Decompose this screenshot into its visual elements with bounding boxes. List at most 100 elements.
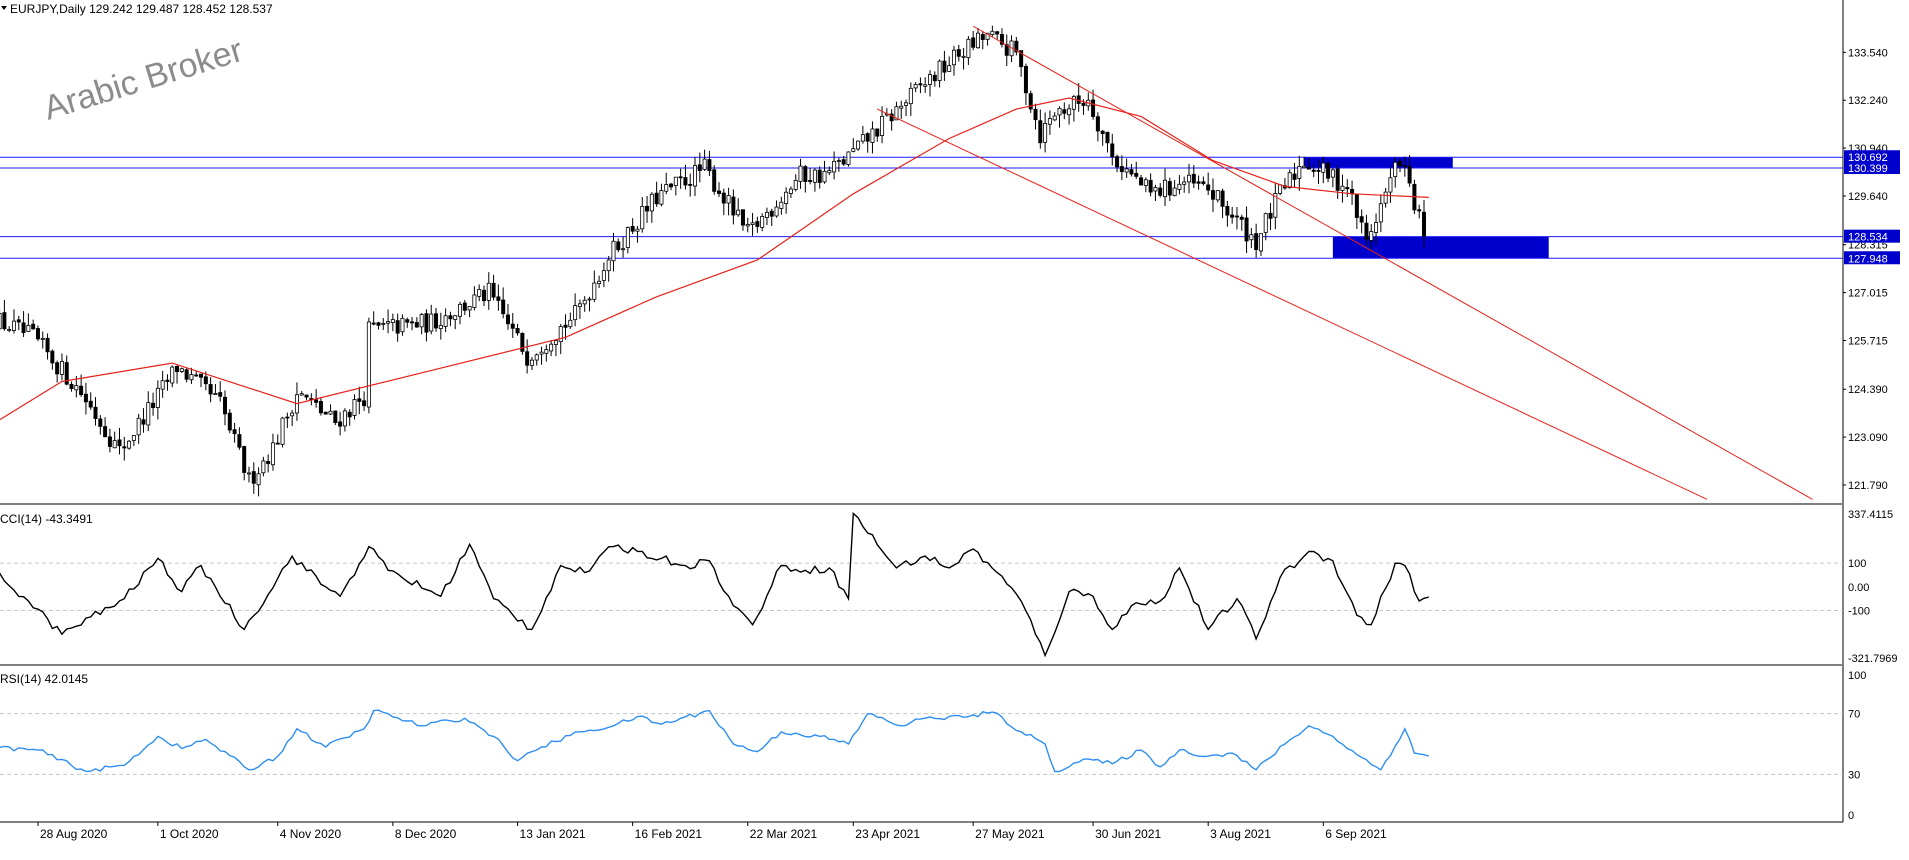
candle <box>851 138 856 153</box>
candle <box>1263 212 1268 241</box>
candle-body <box>1292 173 1297 180</box>
candle <box>649 192 654 223</box>
candle-body <box>141 419 146 425</box>
candle-body <box>549 343 554 352</box>
candle-body <box>625 227 630 248</box>
candle <box>304 394 309 401</box>
candle-body <box>678 176 683 179</box>
candle <box>923 77 928 93</box>
candle <box>1225 200 1230 227</box>
candle <box>448 311 453 327</box>
candle <box>151 392 156 416</box>
candle-body <box>529 359 534 366</box>
candle-body <box>1287 172 1292 189</box>
candle-body <box>1071 96 1076 110</box>
candle-body <box>995 31 1000 35</box>
candle <box>611 232 616 272</box>
candle <box>1028 90 1033 113</box>
candle-body <box>1139 177 1144 186</box>
candle <box>534 353 539 366</box>
candle-body <box>117 439 122 447</box>
candle-body <box>1134 172 1139 177</box>
candle-body <box>1220 190 1225 207</box>
candle-body <box>932 74 937 82</box>
candle <box>213 383 218 395</box>
time-tick-label: 28 Aug 2020 <box>40 827 108 841</box>
candle-body <box>1398 160 1403 166</box>
candle <box>635 225 640 243</box>
candle <box>625 226 630 254</box>
candle-body <box>1043 122 1048 143</box>
candle <box>990 25 995 37</box>
candle-body <box>112 440 117 449</box>
candle-body <box>870 128 875 143</box>
candle <box>208 377 213 403</box>
candle-body <box>1244 217 1249 242</box>
candle-body <box>712 169 717 192</box>
candle-body <box>827 170 832 174</box>
candle <box>755 216 760 233</box>
candle-body <box>788 188 793 194</box>
candle <box>1004 34 1009 67</box>
candle <box>175 365 180 384</box>
candle-body <box>208 384 213 395</box>
candle-body <box>1081 102 1086 106</box>
candle <box>1306 157 1311 170</box>
candle <box>386 309 391 334</box>
candle-body <box>1033 108 1038 121</box>
candle-body <box>664 184 669 192</box>
candle <box>1057 106 1062 128</box>
candle <box>290 409 295 427</box>
candle-body <box>908 87 913 105</box>
candle-body <box>1095 116 1100 132</box>
rsi-title: RSI(14) 42.0145 <box>0 672 88 686</box>
candle-body <box>386 321 391 324</box>
candle-body <box>693 165 698 187</box>
candle-body <box>467 306 472 311</box>
level-label-text: 127.948 <box>1848 253 1888 265</box>
candle <box>707 150 712 177</box>
candle-body <box>817 169 822 183</box>
candle <box>103 417 108 438</box>
candle <box>98 415 103 435</box>
candle-body <box>764 211 769 218</box>
candle-body <box>381 322 386 325</box>
candle-body <box>1028 93 1033 110</box>
candle-body <box>434 313 439 329</box>
candle <box>1287 169 1292 189</box>
candle <box>673 176 678 196</box>
candle-body <box>405 319 410 323</box>
candle <box>1158 183 1163 198</box>
candle <box>266 454 271 473</box>
candle-body <box>1230 214 1235 218</box>
candle <box>904 99 909 117</box>
candle-body <box>784 191 789 204</box>
candle <box>808 167 813 185</box>
candle-body <box>1182 181 1187 185</box>
candle-body <box>0 313 2 330</box>
candle-body <box>1311 169 1316 172</box>
candle-body <box>194 374 199 377</box>
candle <box>1402 156 1407 177</box>
candle <box>553 339 558 357</box>
candle <box>621 236 626 258</box>
candle-body <box>525 351 530 366</box>
candle-body <box>889 113 894 122</box>
candle-body <box>740 209 745 226</box>
candle-body <box>918 83 923 86</box>
candle <box>1230 206 1235 224</box>
candle <box>760 213 765 232</box>
price-scale-labels: 133.540132.240130.940129.640128.315127.0… <box>1843 47 1898 822</box>
candle <box>270 433 275 471</box>
candle <box>1369 224 1374 252</box>
candle-body <box>582 299 587 305</box>
candle <box>664 172 669 195</box>
candle-body <box>1316 169 1321 172</box>
candle <box>318 398 323 416</box>
candle <box>928 70 933 97</box>
menu-triangle-icon[interactable] <box>1 6 7 10</box>
candle <box>1359 209 1364 234</box>
candle-body <box>563 324 568 328</box>
candle-body <box>726 195 731 204</box>
